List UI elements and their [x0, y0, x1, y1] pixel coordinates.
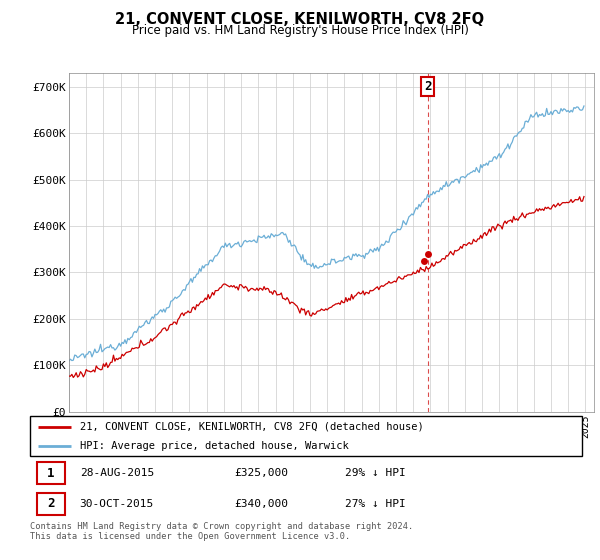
Text: HPI: Average price, detached house, Warwick: HPI: Average price, detached house, Warw… [80, 441, 349, 450]
Text: 21, CONVENT CLOSE, KENILWORTH, CV8 2FQ (detached house): 21, CONVENT CLOSE, KENILWORTH, CV8 2FQ (… [80, 422, 424, 432]
Text: 29% ↓ HPI: 29% ↓ HPI [344, 468, 406, 478]
Bar [37, 462, 65, 484]
Text: 30-OCT-2015: 30-OCT-2015 [80, 499, 154, 509]
Text: 28-AUG-2015: 28-AUG-2015 [80, 468, 154, 478]
Text: Contains HM Land Registry data © Crown copyright and database right 2024.
This d: Contains HM Land Registry data © Crown c… [30, 522, 413, 542]
Text: 21, CONVENT CLOSE, KENILWORTH, CV8 2FQ: 21, CONVENT CLOSE, KENILWORTH, CV8 2FQ [115, 12, 485, 27]
Bar [37, 493, 65, 515]
Text: £340,000: £340,000 [234, 499, 288, 509]
Text: 2: 2 [424, 80, 431, 93]
Text: 27% ↓ HPI: 27% ↓ HPI [344, 499, 406, 509]
Text: 2: 2 [47, 497, 55, 510]
Text: £325,000: £325,000 [234, 468, 288, 478]
Text: Price paid vs. HM Land Registry's House Price Index (HPI): Price paid vs. HM Land Registry's House … [131, 24, 469, 36]
Text: 1: 1 [47, 467, 55, 480]
